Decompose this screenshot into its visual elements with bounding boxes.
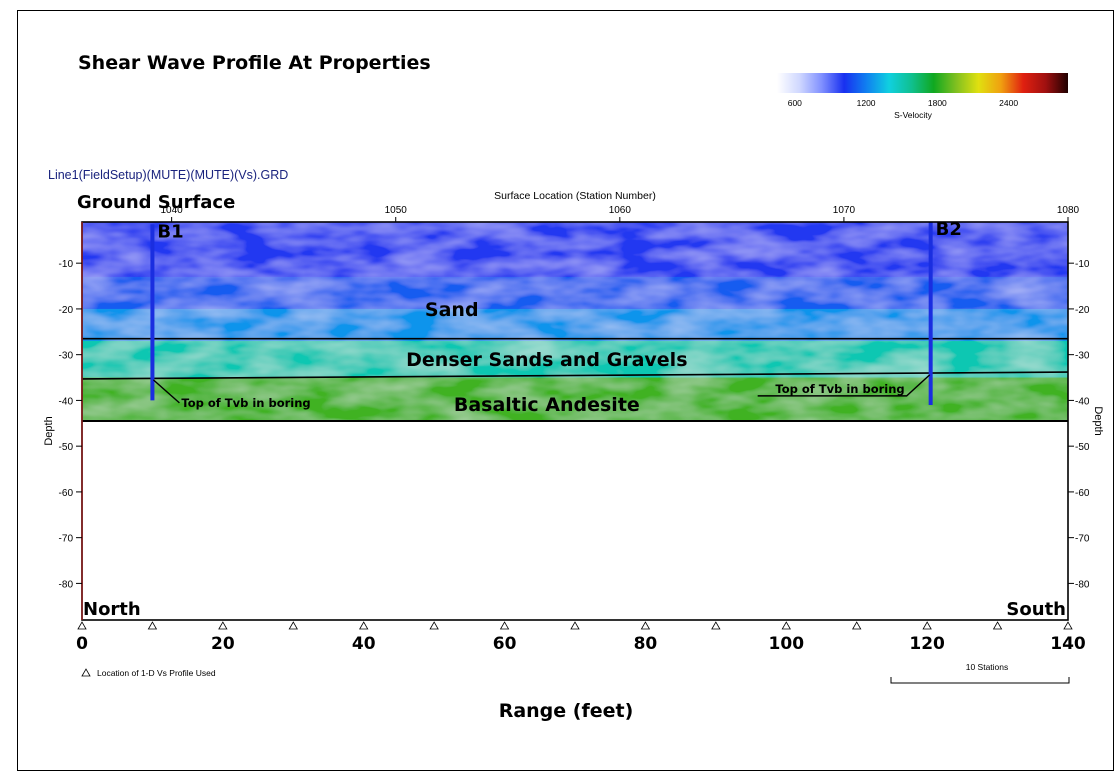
profile-legend: Location of 1-D Vs Profile Used <box>81 668 216 678</box>
left-depth-tick-label: -20 <box>59 305 74 316</box>
profile-location-marker <box>77 621 87 630</box>
layer-boundaries <box>81 337 1069 380</box>
velocity-band <box>82 222 1068 278</box>
colorbar-label: S-Velocity <box>894 110 933 120</box>
boring-label: B1 <box>157 221 183 242</box>
profile-location-markers <box>77 621 1073 630</box>
north-label: North <box>83 599 141 620</box>
top-axis-tick-label: 1040 <box>161 205 184 216</box>
profile-location-marker <box>711 621 721 630</box>
left-depth-tick-label: -70 <box>59 534 74 545</box>
left-depth-tick-label: -40 <box>59 396 74 407</box>
tvb-leader-line <box>757 374 931 397</box>
plot-area: Sand Denser Sands and Gravels Basaltic And… <box>81 219 1069 621</box>
right-depth-ticks: -10 -20 -30 -40 -50 -60 -70 -80 <box>1068 259 1090 590</box>
scale-bar-line <box>890 677 1070 684</box>
layer-boundary-line <box>81 371 1069 380</box>
boring-label: B2 <box>936 219 962 240</box>
top-axis-ticks: 1040 1050 1060 1070 1080 <box>161 205 1080 222</box>
right-depth-tick-label: -60 <box>1075 488 1090 499</box>
right-depth-tick-label: -20 <box>1075 305 1090 316</box>
profile-location-marker <box>218 621 228 630</box>
top-axis-tick-label: 1060 <box>609 205 632 216</box>
profile-location-marker <box>359 621 369 630</box>
chart-title: Shear Wave Profile At Properties <box>78 52 431 74</box>
left-depth-axis-label: Depth <box>43 416 55 445</box>
velocity-band <box>82 340 1068 379</box>
bottom-axis-label: Range (feet) <box>499 700 634 722</box>
profile-location-marker <box>992 621 1003 630</box>
tvb-label: Top of Tvb in boring <box>181 396 310 410</box>
colorbar-bar <box>777 73 1068 93</box>
left-depth-tick-label: -80 <box>59 579 74 590</box>
right-depth-tick-label: -50 <box>1075 442 1090 453</box>
top-axis-label: Surface Location (Station Number) <box>494 190 656 202</box>
left-depth-tick-label: -10 <box>59 259 74 270</box>
right-depth-tick-label: -40 <box>1075 396 1090 407</box>
layer-label: Denser Sands and Gravels <box>406 349 687 371</box>
colorbar: 600 1200 1800 2400 S-Velocity <box>777 73 1068 120</box>
colorbar-tick-label: 600 <box>788 98 802 108</box>
colorbar-tick-label: 2400 <box>999 98 1018 108</box>
right-depth-tick-label: -10 <box>1075 259 1090 270</box>
bottom-axis-tick-label: 20 <box>211 634 235 654</box>
layer-label: Basaltic Andesite <box>454 394 640 416</box>
profile-location-marker <box>570 621 580 630</box>
profile-location-marker <box>499 621 510 630</box>
profile-location-marker <box>640 621 651 630</box>
bottom-axis-ticks: 0 20 40 60 80 100 120 140 <box>76 634 1086 654</box>
left-depth-tick-label: -50 <box>59 442 74 453</box>
borings: B1 Top of Tvb in boring B2 Top of Tvb in bo… <box>150 219 962 410</box>
left-depth-ticks: -10 -20 -30 -40 -50 -60 -70 -80 <box>59 259 82 590</box>
right-depth-axis-label: Depth <box>1092 406 1104 435</box>
profile-location-marker <box>852 621 862 630</box>
right-depth-tick-label: -30 <box>1075 351 1090 362</box>
top-axis-tick-label: 1080 <box>1057 205 1080 216</box>
scale-bar: 10 Stations <box>890 662 1070 684</box>
colorbar-tick-label: 1200 <box>857 98 876 108</box>
profile-location-marker <box>429 621 439 630</box>
top-axis-tick-label: 1070 <box>833 205 856 216</box>
layer-labels: Sand Denser Sands and Gravels Basaltic And… <box>406 299 687 416</box>
ground-surface-label: Ground Surface <box>77 192 235 213</box>
layer-label: Sand <box>425 299 479 321</box>
colorbar-ticks: 600 1200 1800 2400 <box>788 98 1019 108</box>
bottom-axis-tick-label: 60 <box>493 634 517 654</box>
right-depth-tick-label: -70 <box>1075 534 1090 545</box>
bottom-axis-tick-label: 80 <box>634 634 658 654</box>
velocity-band <box>82 308 1068 342</box>
grid-file-name: Line1(FieldSetup)(MUTE)(MUTE)(Vs).GRD <box>48 168 288 182</box>
velocity-band <box>82 377 1068 422</box>
profile-location-marker <box>1063 621 1073 630</box>
left-depth-tick-label: -60 <box>59 488 74 499</box>
top-axis-tick-label: 1050 <box>385 205 408 216</box>
profile-legend-marker <box>81 668 91 677</box>
tvb-label: Top of Tvb in boring <box>775 382 904 396</box>
bottom-axis-tick-label: 140 <box>1050 634 1086 654</box>
profile-location-marker <box>922 621 932 630</box>
velocity-band <box>82 276 1068 310</box>
south-label: South <box>1006 599 1066 620</box>
profile-location-marker <box>147 621 158 630</box>
tvb-leader-line <box>152 379 180 404</box>
left-depth-tick-label: -30 <box>59 351 74 362</box>
velocity-bands <box>82 222 1068 422</box>
profile-location-marker <box>288 621 298 630</box>
colorbar-tick-label: 1800 <box>928 98 947 108</box>
bottom-axis-tick-label: 40 <box>352 634 376 654</box>
scale-bar-label: 10 Stations <box>966 662 1009 672</box>
bottom-axis-tick-label: 100 <box>769 634 805 654</box>
profile-legend-text: Location of 1-D Vs Profile Used <box>97 668 216 678</box>
bottom-axis-tick-label: 120 <box>909 634 945 654</box>
right-depth-tick-label: -80 <box>1075 579 1090 590</box>
bottom-axis-tick-label: 0 <box>76 634 88 654</box>
profile-location-marker <box>781 621 791 630</box>
